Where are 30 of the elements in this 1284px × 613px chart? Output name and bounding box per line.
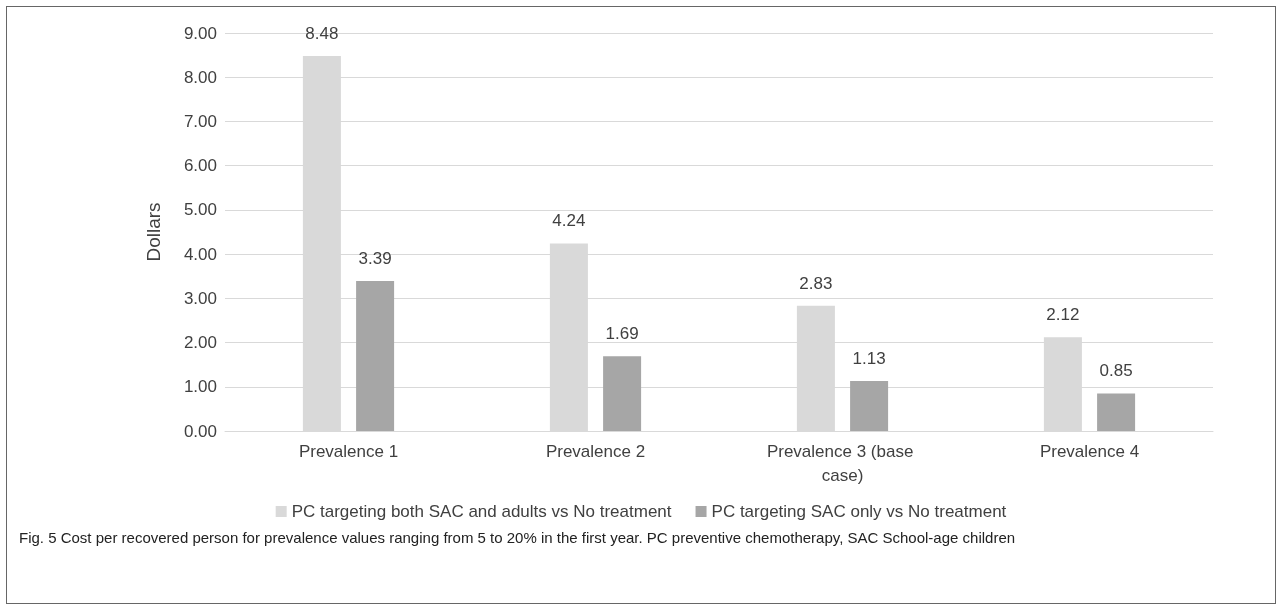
bar [1097, 393, 1136, 431]
bar [850, 381, 889, 431]
data-label: 8.48 [305, 24, 339, 43]
bar [603, 356, 642, 431]
x-tick-label: Prevalence 4 [1039, 441, 1140, 461]
caption: Fig. 5 Cost per recovered person for prevalence values ranging from 5 to 20% in the first year. PC preventive chemotherapy, SAC School-age children [19, 528, 1017, 548]
x-tick-label: Prevalence 1 [298, 441, 399, 461]
y-tick-label: 1.00 [183, 377, 217, 397]
y-axis-title: Dollars [143, 202, 164, 262]
y-tick-label: 7.00 [183, 111, 217, 131]
data-label: 4.24 [552, 211, 586, 231]
data-label: 1.69 [605, 324, 639, 344]
data-label: 2.12 [1046, 305, 1080, 325]
x-tick-label: Prevalence 2 [545, 441, 646, 461]
legend-label: PC targeting SAC only vs No treatment [711, 502, 1007, 521]
y-tick-label: 8.00 [183, 67, 217, 87]
data-label: 3.39 [358, 249, 392, 269]
y-tick-label: 3.00 [183, 288, 217, 308]
y-tick-label: 9.00 [183, 23, 217, 43]
x-tick-label: Prevalence 3 (base case) [766, 441, 919, 485]
data-label: 1.13 [852, 349, 886, 369]
y-tick-label: 5.00 [183, 200, 217, 220]
data-label: 2.83 [799, 273, 833, 293]
y-tick-label: 0.00 [183, 421, 217, 441]
data-label: 0.85 [1099, 361, 1133, 381]
y-tick-label: 4.00 [183, 244, 217, 264]
y-tick-label: 6.00 [183, 156, 217, 176]
legend-label: PC targeting both SAC and adults vs No treatment [291, 502, 672, 521]
y-tick-label: 2.00 [183, 333, 217, 353]
bar [356, 281, 395, 431]
